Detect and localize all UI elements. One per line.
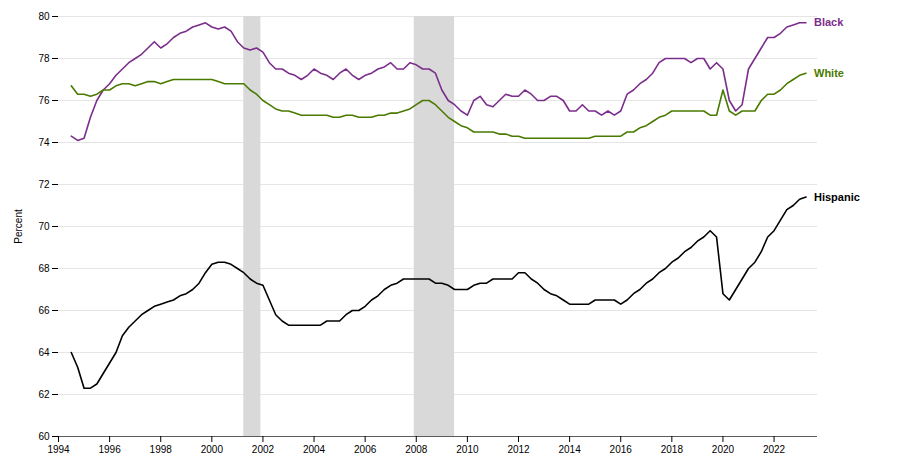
svg-text:1996: 1996 xyxy=(98,444,121,455)
svg-text:2020: 2020 xyxy=(712,444,735,455)
svg-text:68: 68 xyxy=(38,263,50,274)
svg-text:2012: 2012 xyxy=(507,444,530,455)
svg-text:74: 74 xyxy=(38,137,50,148)
svg-text:78: 78 xyxy=(38,53,50,64)
svg-text:2016: 2016 xyxy=(610,444,633,455)
svg-text:2000: 2000 xyxy=(201,444,224,455)
svg-text:70: 70 xyxy=(38,221,50,232)
svg-text:Percent: Percent xyxy=(13,209,24,244)
svg-text:72: 72 xyxy=(38,179,50,190)
svg-text:Black: Black xyxy=(814,16,844,28)
svg-text:2014: 2014 xyxy=(558,444,581,455)
svg-text:64: 64 xyxy=(38,347,50,358)
svg-text:Hispanic: Hispanic xyxy=(814,191,860,203)
svg-text:2022: 2022 xyxy=(763,444,786,455)
svg-text:76: 76 xyxy=(38,95,50,106)
svg-text:62: 62 xyxy=(38,389,50,400)
svg-text:80: 80 xyxy=(38,11,50,22)
svg-text:2002: 2002 xyxy=(252,444,275,455)
svg-text:White: White xyxy=(814,67,844,79)
svg-text:1994: 1994 xyxy=(47,444,70,455)
svg-text:2018: 2018 xyxy=(661,444,684,455)
svg-text:2004: 2004 xyxy=(303,444,326,455)
svg-text:60: 60 xyxy=(38,431,50,442)
svg-text:2006: 2006 xyxy=(354,444,377,455)
svg-text:1998: 1998 xyxy=(150,444,173,455)
svg-text:2008: 2008 xyxy=(405,444,428,455)
svg-text:2010: 2010 xyxy=(456,444,479,455)
svg-text:66: 66 xyxy=(38,305,50,316)
